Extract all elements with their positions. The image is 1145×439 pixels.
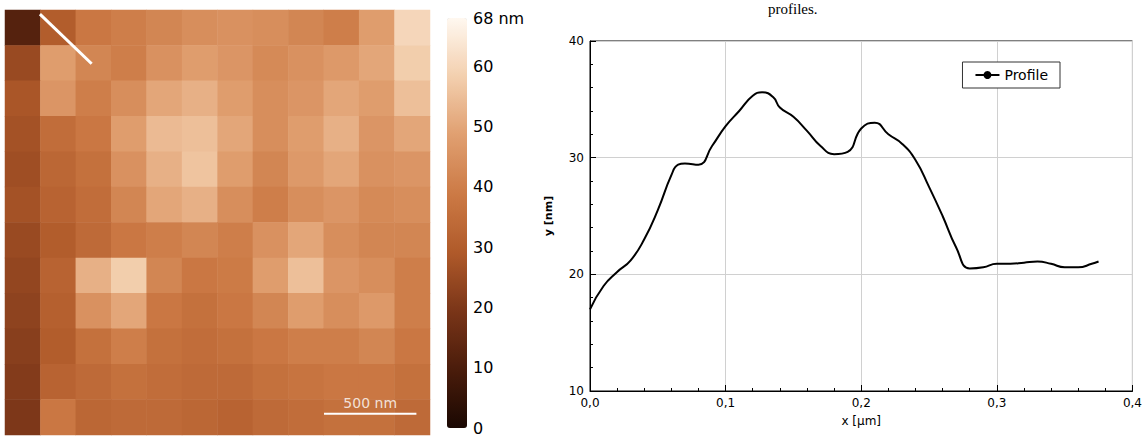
svg-text:0,3: 0,3 xyxy=(987,396,1006,410)
svg-text:30: 30 xyxy=(569,151,584,165)
svg-text:500 nm: 500 nm xyxy=(343,395,397,411)
svg-text:y [nm]: y [nm] xyxy=(542,196,555,236)
svg-text:50: 50 xyxy=(473,117,493,136)
svg-text:68 nm: 68 nm xyxy=(473,9,524,28)
svg-text:profiles.: profiles. xyxy=(768,1,818,17)
svg-text:30: 30 xyxy=(473,238,493,257)
svg-text:40: 40 xyxy=(473,177,493,196)
svg-text:0: 0 xyxy=(473,419,483,438)
svg-text:20: 20 xyxy=(473,298,493,317)
svg-text:20: 20 xyxy=(569,267,584,281)
svg-text:0,1: 0,1 xyxy=(716,396,735,410)
svg-text:40: 40 xyxy=(569,34,584,48)
svg-text:10: 10 xyxy=(568,384,584,398)
svg-text:Profile: Profile xyxy=(1004,67,1048,83)
svg-text:60: 60 xyxy=(473,57,493,76)
svg-text:0,4: 0,4 xyxy=(1123,396,1142,410)
svg-text:0,0: 0,0 xyxy=(580,396,599,410)
svg-text:x [µm]: x [µm] xyxy=(841,414,881,428)
svg-text:0,2: 0,2 xyxy=(852,396,871,410)
svg-text:10: 10 xyxy=(473,358,493,377)
